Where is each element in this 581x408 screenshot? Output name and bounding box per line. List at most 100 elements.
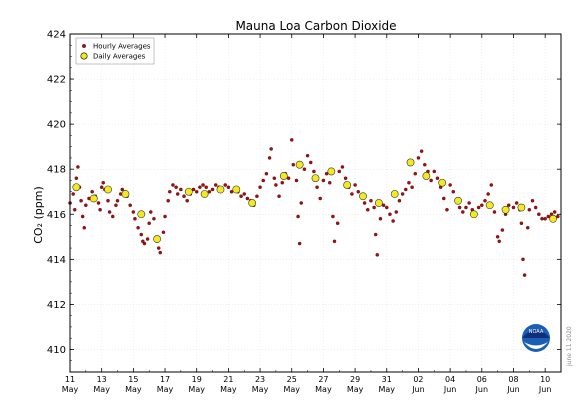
hourly-point xyxy=(522,273,527,277)
daily-point xyxy=(327,167,336,176)
hourly-point xyxy=(489,183,494,187)
legend-hourly-marker xyxy=(82,44,86,48)
hourly-point xyxy=(335,221,340,226)
hourly-point xyxy=(388,212,392,217)
hourly-point xyxy=(115,198,120,203)
hourly-point xyxy=(356,189,361,194)
chart-title: Mauna Loa Carbon Dioxide xyxy=(235,19,396,33)
daily-point xyxy=(232,185,241,194)
daily-point xyxy=(485,201,494,210)
hourly-point xyxy=(432,169,437,174)
hourly-point xyxy=(353,183,357,187)
hourly-point xyxy=(495,235,500,239)
hourly-point xyxy=(297,241,302,246)
daily-point xyxy=(89,194,98,203)
hourly-point xyxy=(483,198,487,203)
x-tick-label-day: 31 xyxy=(382,375,392,384)
hourly-point xyxy=(114,203,118,208)
hourly-point xyxy=(552,210,557,214)
hourly-point xyxy=(332,239,337,244)
hourly-point xyxy=(201,183,205,187)
hourly-point xyxy=(163,214,167,219)
hourly-point xyxy=(497,239,501,244)
x-tick-label-day: 27 xyxy=(318,375,328,384)
x-tick-label-day: 17 xyxy=(160,375,170,384)
hourly-point xyxy=(445,208,449,212)
hourly-point xyxy=(168,189,172,194)
hourly-point xyxy=(394,210,399,214)
hourly-point xyxy=(106,198,110,203)
x-tick-label-day: 02 xyxy=(413,375,423,384)
hourly-point xyxy=(492,210,497,214)
daily-point xyxy=(422,172,431,180)
x-tick-label-month: May xyxy=(379,385,396,394)
hourly-point xyxy=(99,185,104,189)
noaa-logo-wave xyxy=(524,342,548,349)
hourly-point xyxy=(223,183,227,187)
hourly-point xyxy=(210,187,215,192)
x-tick-label-month: Jun xyxy=(506,385,520,394)
x-tick-label-day: 25 xyxy=(287,375,297,384)
y-tick-label: 422 xyxy=(47,75,66,86)
daily-point xyxy=(200,190,209,198)
hourly-point xyxy=(416,156,421,160)
legend-daily-label: Daily Averages xyxy=(93,53,146,61)
hourly-point xyxy=(96,201,101,205)
hourly-point xyxy=(261,178,265,183)
hourly-point xyxy=(480,203,484,208)
x-tick-label-day: 04 xyxy=(445,375,455,384)
hourly-point xyxy=(312,169,316,174)
hourly-point xyxy=(142,241,147,246)
x-tick-label-month: May xyxy=(62,385,79,394)
hourly-point xyxy=(291,162,296,167)
daily-point xyxy=(104,185,112,194)
hourly-point xyxy=(82,226,87,230)
hourly-point xyxy=(404,187,408,192)
hourly-point xyxy=(343,176,348,180)
hourly-point xyxy=(158,250,163,255)
daily-point xyxy=(454,196,462,205)
hourly-point xyxy=(331,214,335,219)
hourly-point xyxy=(397,198,402,203)
x-tick-label-day: 13 xyxy=(97,375,107,384)
hourly-point xyxy=(90,189,94,194)
hourly-point xyxy=(527,208,532,212)
hourly-point xyxy=(429,178,433,183)
hourly-point xyxy=(486,192,490,196)
x-tick-label-month: May xyxy=(283,385,300,394)
hourly-point xyxy=(274,183,278,187)
y-tick-label: 410 xyxy=(47,345,66,356)
daily-point xyxy=(311,174,320,183)
y-axis-label: CO₂ (ppm) xyxy=(32,186,45,244)
hourly-point xyxy=(258,185,262,189)
daily-point xyxy=(359,192,367,201)
hourly-point xyxy=(182,194,186,198)
daily-point xyxy=(72,183,81,192)
hourly-point xyxy=(239,194,243,198)
noaa-logo: NOAA xyxy=(522,324,550,352)
hourly-point xyxy=(156,246,161,250)
daily-point xyxy=(121,190,130,198)
hourly-point xyxy=(185,198,189,203)
hourly-point xyxy=(464,205,468,210)
x-tick-label-day: 29 xyxy=(350,375,360,384)
hourly-point xyxy=(296,214,300,219)
hourly-point xyxy=(98,208,102,212)
hourly-point xyxy=(521,257,525,262)
y-tick-label: 424 xyxy=(47,30,66,41)
hourly-point xyxy=(321,178,326,183)
x-tick-label-day: 15 xyxy=(128,375,138,384)
daily-point xyxy=(501,205,510,214)
hourly-point xyxy=(378,217,383,221)
x-tick-label-month: May xyxy=(188,385,205,394)
hourly-point xyxy=(299,201,303,205)
hourly-point xyxy=(139,232,144,237)
hourly-point xyxy=(448,183,452,187)
hourly-point xyxy=(373,232,378,237)
legend-hourly-label: Hourly Averages xyxy=(93,43,151,51)
hourly-point xyxy=(530,198,535,203)
hourly-point xyxy=(525,226,530,230)
hourly-point xyxy=(80,214,85,219)
hourly-point xyxy=(79,198,83,203)
hourly-point xyxy=(375,253,380,257)
